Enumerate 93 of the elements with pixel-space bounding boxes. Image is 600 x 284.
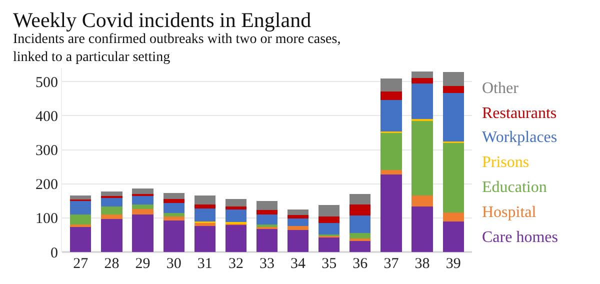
bar xyxy=(225,209,246,222)
bar xyxy=(70,200,92,215)
bar xyxy=(256,201,278,210)
y-tick-label: 300 xyxy=(36,143,58,160)
bar xyxy=(380,170,402,174)
bar xyxy=(442,221,464,252)
bar xyxy=(412,71,433,78)
bar xyxy=(442,142,464,212)
x-tick-label: 35 xyxy=(322,256,337,272)
bar xyxy=(163,193,184,199)
y-tick-label: 200 xyxy=(36,177,58,194)
bar xyxy=(256,214,278,225)
bar xyxy=(70,227,92,252)
bar xyxy=(132,188,154,194)
bar xyxy=(163,216,184,221)
bar xyxy=(132,195,154,205)
bar xyxy=(442,72,464,86)
bar xyxy=(256,210,278,215)
bar xyxy=(70,214,92,225)
bar xyxy=(70,195,92,200)
bar xyxy=(288,230,309,252)
bar xyxy=(194,204,216,209)
bar xyxy=(412,84,433,120)
bar xyxy=(194,208,216,222)
x-tick-label: 27 xyxy=(73,256,89,272)
bar xyxy=(380,174,402,252)
y-tick-label: 100 xyxy=(36,211,58,228)
y-tick-label: 500 xyxy=(36,74,58,91)
bar xyxy=(380,92,402,100)
bar xyxy=(256,229,278,252)
bar xyxy=(225,198,246,206)
series-label: Other xyxy=(482,80,520,97)
bar xyxy=(288,218,309,226)
bar xyxy=(318,204,340,217)
chart-subtitle: Incidents are confirmed outbreaks with two or more cases, linked to a particular setting xyxy=(13,32,341,66)
series-label: Prisons xyxy=(482,154,530,171)
bar xyxy=(350,232,371,239)
bar xyxy=(442,212,464,222)
bar xyxy=(163,220,184,252)
x-tick-label: 32 xyxy=(228,256,244,272)
bar xyxy=(412,78,433,84)
bar xyxy=(442,86,464,93)
bar xyxy=(380,100,402,132)
bar xyxy=(194,222,216,226)
bar xyxy=(412,195,433,206)
bar xyxy=(318,223,340,234)
bar xyxy=(288,209,309,216)
x-tick-label: 30 xyxy=(166,256,182,272)
bar xyxy=(101,206,122,215)
bar xyxy=(101,218,122,252)
x-tick-label: 38 xyxy=(414,256,430,272)
bar xyxy=(194,195,216,204)
bar xyxy=(163,202,184,213)
bar xyxy=(225,225,246,252)
series-label: Care homes xyxy=(482,229,558,246)
bar xyxy=(318,216,340,224)
bar xyxy=(350,240,371,252)
x-tick-label: 33 xyxy=(260,256,274,272)
bar xyxy=(380,78,402,92)
bar xyxy=(288,215,309,218)
x-tick-label: 28 xyxy=(104,256,120,272)
bar xyxy=(163,198,184,203)
x-tick-label: 37 xyxy=(384,256,400,272)
bar xyxy=(412,206,433,252)
x-tick-label: 36 xyxy=(352,256,368,272)
bar xyxy=(412,120,433,196)
bar xyxy=(380,132,402,170)
series-label: Restaurants xyxy=(482,105,557,122)
x-tick-label: 39 xyxy=(446,256,461,272)
bar xyxy=(101,192,122,196)
bar xyxy=(225,206,246,210)
bar xyxy=(194,226,216,252)
bar xyxy=(132,204,154,210)
series-label: Workplaces xyxy=(482,129,558,146)
x-tick-label: 29 xyxy=(135,256,150,272)
x-tick-label: 31 xyxy=(197,256,212,272)
bar xyxy=(132,209,154,215)
y-tick-label: 400 xyxy=(36,108,58,125)
series-label: Hospital xyxy=(482,204,537,221)
bar xyxy=(350,204,371,216)
bar xyxy=(442,92,464,142)
bar xyxy=(318,237,340,252)
y-tick-label: 0 xyxy=(50,245,58,262)
chart-title: Weekly Covid incidents in England xyxy=(13,8,312,32)
bar xyxy=(132,214,154,252)
series-label: Education xyxy=(482,179,547,196)
bar xyxy=(163,212,184,217)
bar xyxy=(350,216,371,233)
bar xyxy=(101,214,122,219)
x-tick-label: 34 xyxy=(290,256,306,272)
bar xyxy=(70,224,92,228)
bar xyxy=(288,226,309,230)
bar xyxy=(350,194,371,204)
